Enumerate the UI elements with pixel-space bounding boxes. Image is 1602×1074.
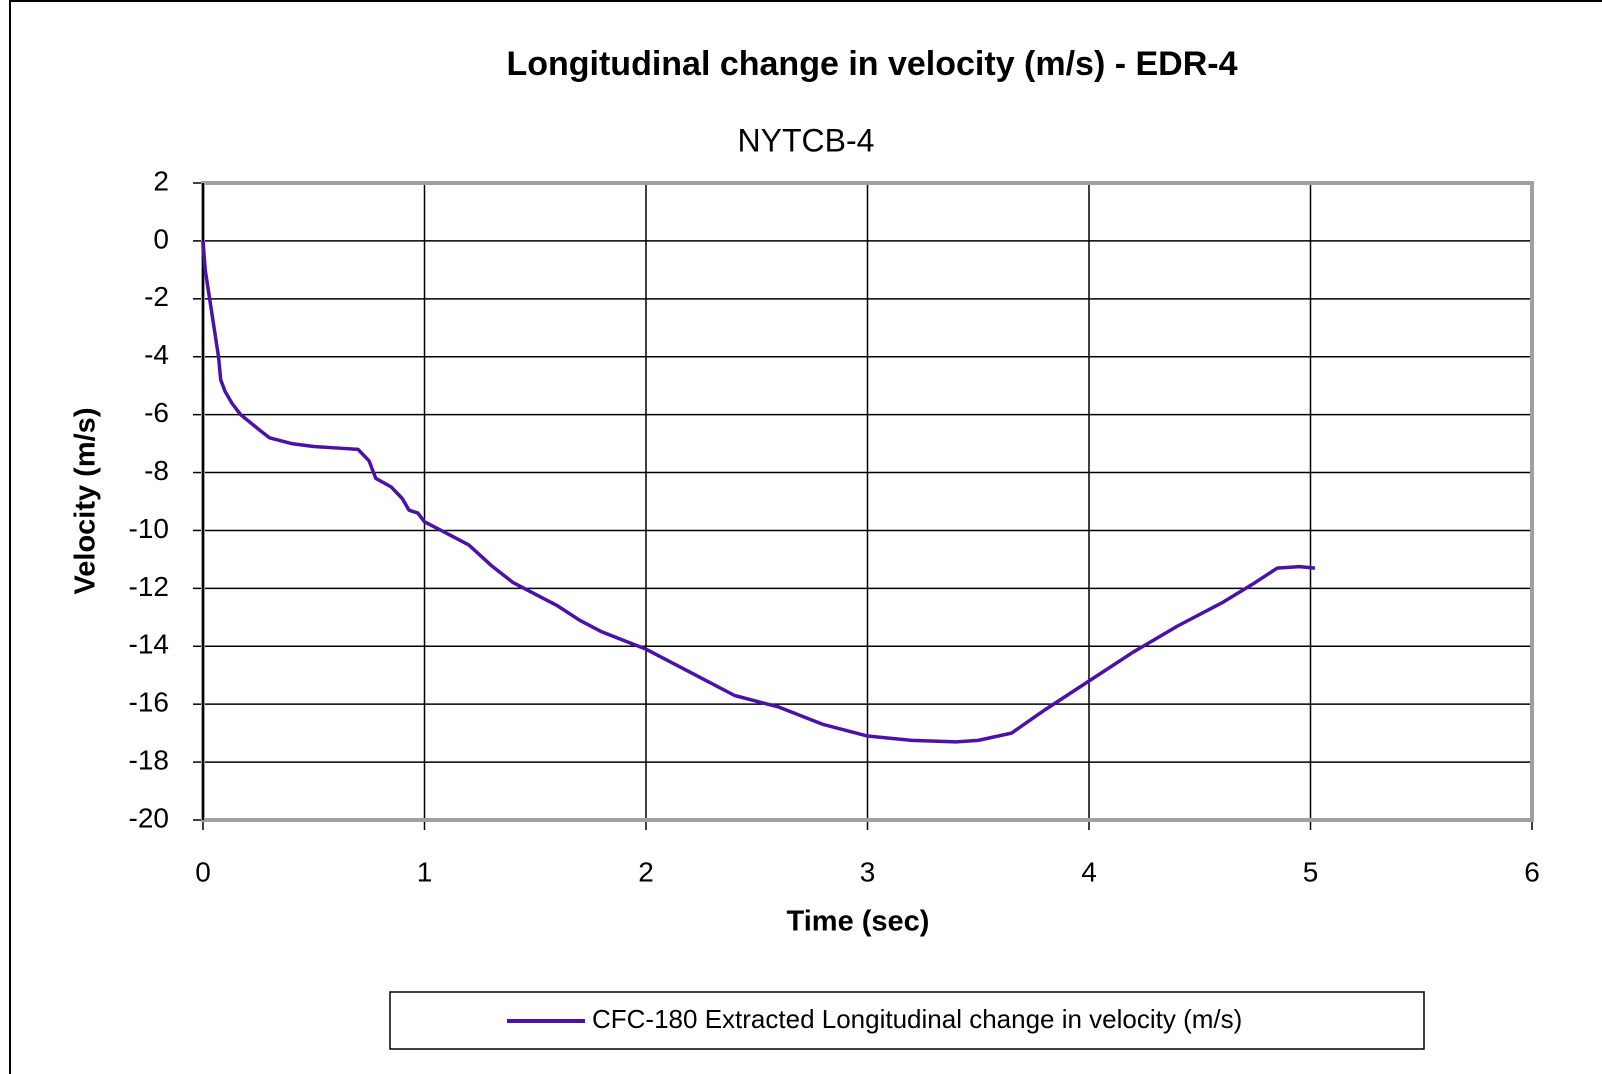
y-tick-label: -20 xyxy=(129,802,169,833)
x-tick-label: 1 xyxy=(417,856,433,887)
y-tick-label: -10 xyxy=(129,513,169,544)
data-line xyxy=(201,240,1316,744)
frame xyxy=(9,0,1602,1074)
x-tick-label: 2 xyxy=(638,856,654,887)
x-axis-label: Time (sec) xyxy=(787,906,930,938)
x-tick-label: 0 xyxy=(195,856,211,887)
chart-subtitle: NYTCB-4 xyxy=(738,122,875,158)
x-tick-label: 5 xyxy=(1303,856,1319,887)
y-tick-label: 2 xyxy=(153,165,169,196)
y-tick-label: -18 xyxy=(129,744,169,775)
y-axis-label: Velocity (m/s) xyxy=(70,408,102,595)
y-tick-label: -6 xyxy=(144,397,169,428)
legend-label: CFC-180 Extracted Longitudinal change in… xyxy=(592,1004,1242,1034)
x-tick-label: 6 xyxy=(1524,856,1540,887)
y-tick-label: -2 xyxy=(144,281,169,312)
y-tick-label: -16 xyxy=(129,687,169,718)
x-tick-label: 4 xyxy=(1081,856,1097,887)
y-tick-label: 0 xyxy=(153,223,169,254)
y-tick-label: -12 xyxy=(129,571,169,602)
y-tick-label: -14 xyxy=(129,629,169,660)
x-tick-label: 3 xyxy=(860,856,876,887)
y-tick-label: -4 xyxy=(144,339,169,370)
chart-title: Longitudinal change in velocity (m/s) - … xyxy=(506,45,1237,83)
y-tick-label: -8 xyxy=(144,455,169,486)
